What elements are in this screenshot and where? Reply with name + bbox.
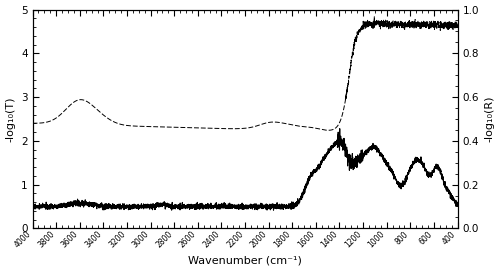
Y-axis label: -log₁₀(T): -log₁₀(T)	[6, 96, 16, 142]
X-axis label: Wavenumber (cm⁻¹): Wavenumber (cm⁻¹)	[188, 256, 302, 265]
Y-axis label: -log₁₀(R): -log₁₀(R)	[484, 96, 494, 142]
